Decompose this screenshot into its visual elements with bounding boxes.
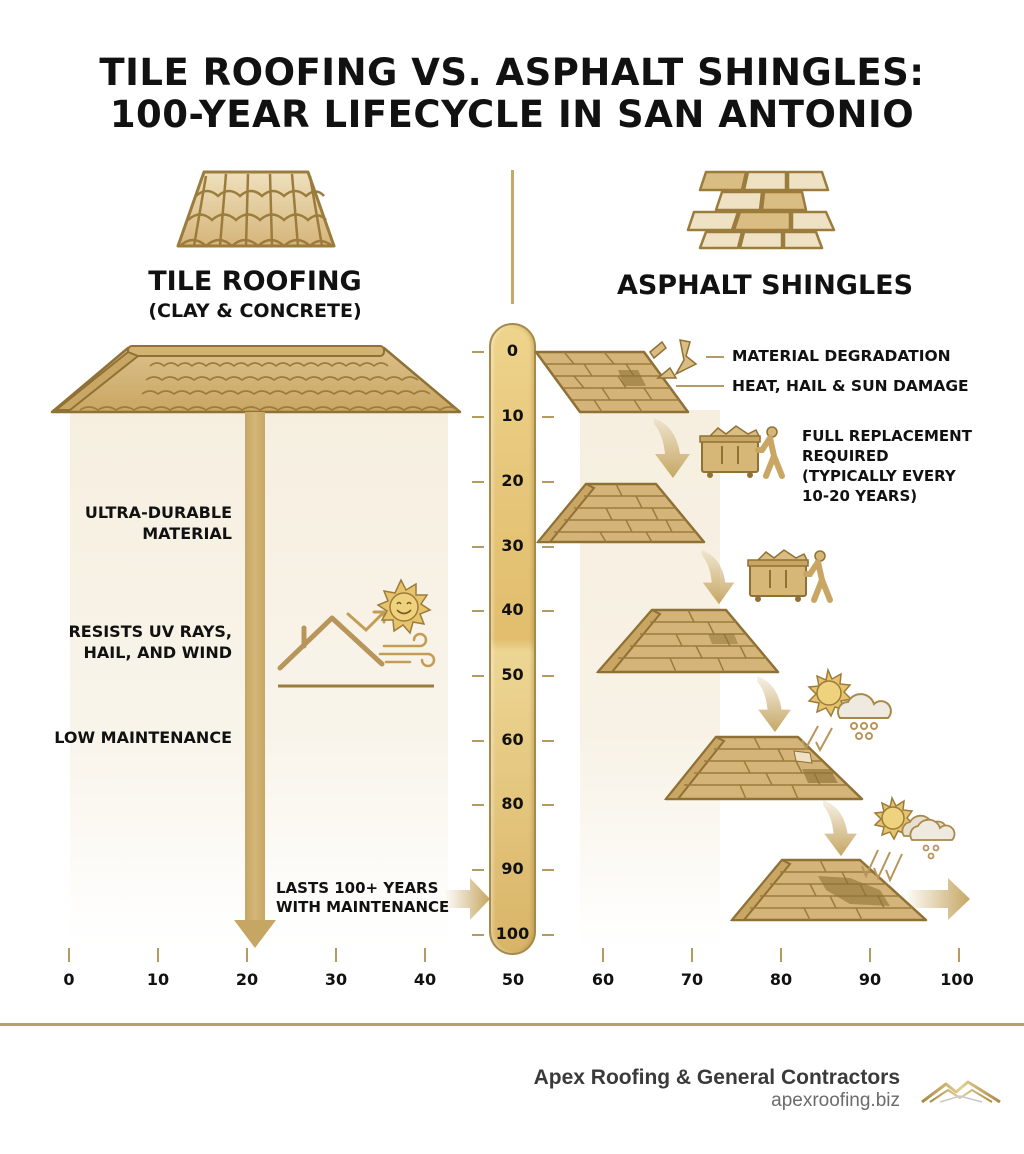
arrow-right-icon	[904, 878, 970, 920]
curved-arrow-down-icon	[823, 800, 857, 857]
asphalt-roof-stage-4-damaged	[663, 735, 864, 801]
footer-divider	[0, 1023, 1024, 1026]
axis-tick	[68, 948, 70, 962]
scale-tick	[542, 740, 554, 742]
scale-tick	[472, 416, 484, 418]
axis-label-90: 90	[858, 970, 882, 989]
scale-tick	[472, 675, 484, 677]
axis-tick	[157, 948, 159, 962]
axis-tick	[958, 948, 960, 962]
axis-tick	[335, 948, 337, 962]
sun-cloud-hail-icon	[873, 795, 956, 860]
scale-tick	[472, 740, 484, 742]
axis-tick	[869, 948, 871, 962]
axis-tick	[780, 948, 782, 962]
asphalt-roof-stage-2	[535, 482, 706, 544]
scale-tick	[542, 804, 554, 806]
wind-icon	[378, 632, 436, 668]
scale-tick	[472, 869, 484, 871]
tile-lifespan-label: LASTS 100+ YEARS WITH MAINTENANCE	[276, 879, 450, 916]
axis-label-80: 80	[769, 970, 793, 989]
scale-tick	[542, 869, 554, 871]
scale-tick	[542, 481, 554, 483]
arrow-right-icon	[444, 878, 490, 920]
axis-label-100: 100	[940, 970, 974, 989]
clay-tile-icon	[176, 170, 336, 248]
axis-label-10: 10	[146, 970, 170, 989]
asphalt-roof-stage-1-damaged	[534, 350, 690, 414]
scale-tick	[542, 610, 554, 612]
axis-tick	[246, 948, 248, 962]
house-weather-icon	[277, 578, 436, 688]
scale-tick	[472, 481, 484, 483]
tile-roofing-subheading: (CLAY & CONCRETE)	[148, 300, 362, 322]
dumpster-worker-icon	[747, 549, 833, 603]
scale-label-10: 10	[501, 406, 524, 425]
scale-tick	[542, 416, 554, 418]
lifecycle-timeline-scale	[489, 323, 536, 955]
tile-lifespan-arrow-shaft	[245, 412, 265, 924]
scale-label-90: 90	[501, 859, 524, 878]
axis-label-50: 50	[501, 970, 525, 989]
curved-arrow-down-icon	[701, 550, 735, 605]
dumpster-worker-icon	[699, 425, 785, 479]
scale-label-60: 60	[501, 730, 524, 749]
company-url[interactable]: apexroofing.biz	[771, 1090, 900, 1111]
company-name: Apex Roofing & General Contractors	[533, 1066, 900, 1089]
leader-line	[676, 385, 724, 387]
flying-shingle-debris	[649, 339, 698, 379]
curved-arrow-down-icon	[654, 418, 690, 478]
scale-label-30: 30	[501, 536, 524, 555]
axis-tick	[602, 948, 604, 962]
asphalt-shingles-heading: ASPHALT SHINGLES	[616, 270, 914, 301]
mountain-roof-logo	[921, 1080, 1001, 1104]
scale-tick	[472, 934, 484, 936]
scale-label-50: 50	[501, 665, 524, 684]
axis-label-20: 20	[235, 970, 259, 989]
scale-tick	[542, 546, 554, 548]
annotation-full-replacement: FULL REPLACEMENT REQUIRED (TYPICALLY EVE…	[802, 427, 972, 505]
tile-house-roof	[50, 345, 462, 414]
scale-tick	[472, 351, 484, 353]
leader-line	[706, 356, 724, 358]
scale-label-40: 40	[501, 600, 524, 619]
scale-label-0: 0	[506, 341, 519, 360]
feature-ultra-durable: ULTRA-DURABLE MATERIAL	[84, 503, 232, 543]
center-divider	[511, 170, 514, 304]
scale-tick	[542, 934, 554, 936]
page-title-line-1: TILE ROOFING VS. ASPHALT SHINGLES:	[99, 51, 925, 94]
smiling-sun-icon	[376, 578, 432, 635]
scale-tick	[472, 804, 484, 806]
feature-resists-weather: RESISTS UV RAYS, HAIL, AND WIND	[68, 622, 232, 662]
feature-low-maintenance: LOW MAINTENANCE	[54, 728, 232, 747]
axis-label-60: 60	[591, 970, 615, 989]
scale-tick	[472, 610, 484, 612]
axis-label-0: 0	[63, 970, 75, 989]
arrow-down-icon	[234, 920, 276, 948]
scale-tick	[472, 546, 484, 548]
axis-label-30: 30	[324, 970, 348, 989]
axis-label-40: 40	[413, 970, 437, 989]
curved-arrow-down-icon	[757, 676, 791, 733]
hail-streaks	[861, 849, 903, 883]
scale-label-20: 20	[501, 471, 524, 490]
axis-tick	[691, 948, 693, 962]
scale-tick	[542, 675, 554, 677]
page-title-line-2: 100-YEAR LIFECYCLE IN SAN ANTONIO	[109, 93, 915, 136]
scale-label-100: 100	[495, 924, 530, 943]
hail-streaks	[801, 725, 833, 753]
asphalt-roof-stage-5-failed	[729, 858, 928, 922]
axis-label-70: 70	[680, 970, 704, 989]
sun-cloud-hail-icon	[807, 667, 892, 740]
annotation-material-degradation: MATERIAL DEGRADATION	[732, 347, 951, 365]
tile-roofing-heading: TILE ROOFING	[148, 266, 362, 297]
shingle-icon	[686, 170, 836, 250]
asphalt-roof-stage-3	[595, 608, 780, 674]
scale-label-80: 80	[501, 794, 524, 813]
annotation-heat-hail-sun-damage: HEAT, HAIL & SUN DAMAGE	[732, 377, 969, 395]
axis-tick	[424, 948, 426, 962]
